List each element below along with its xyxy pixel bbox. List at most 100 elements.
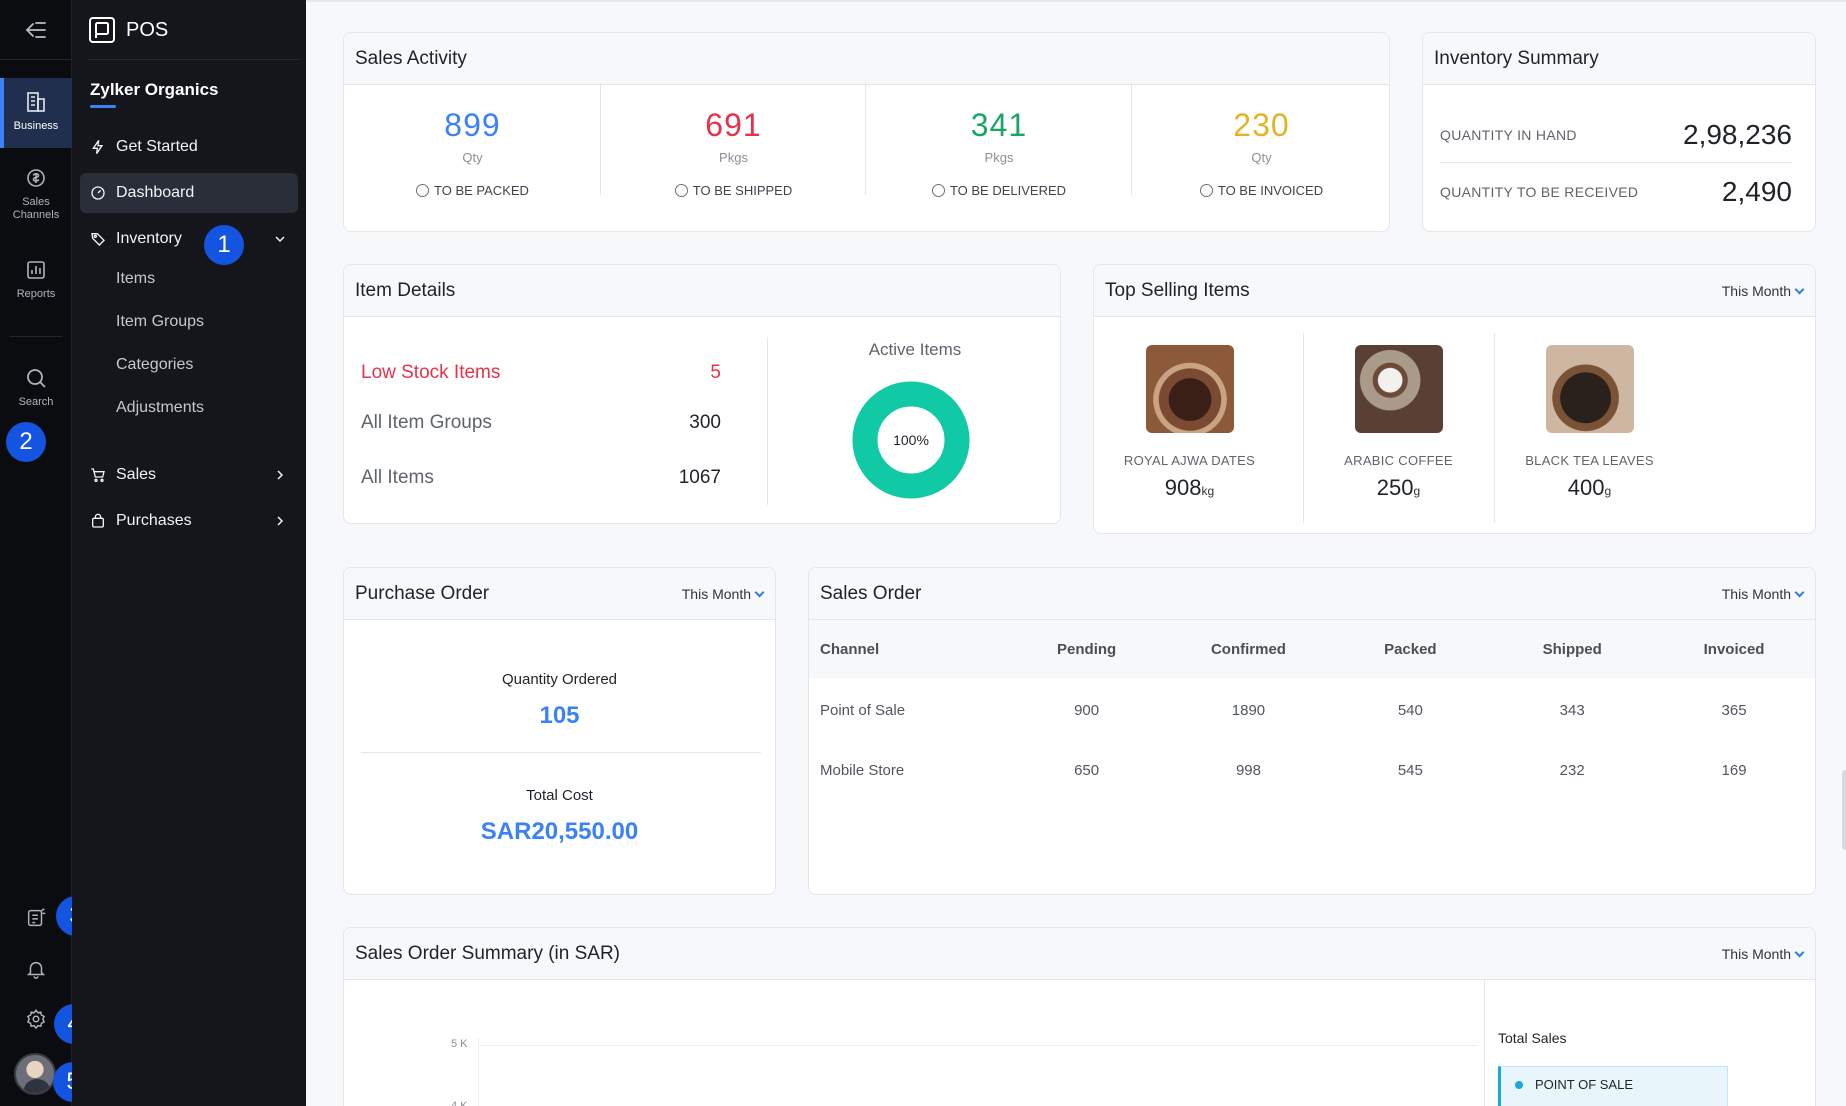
nav-inventory-label: Inventory: [116, 230, 182, 247]
y-tick-label: 4 K: [451, 1100, 468, 1106]
building-icon: [27, 92, 45, 112]
total-cost-value: SAR20,550.00: [480, 818, 639, 845]
low-stock-row[interactable]: Low Stock Items 5: [361, 362, 721, 384]
product-image-tea: [1545, 345, 1634, 433]
inv-label: QUANTITY IN HAND: [1440, 127, 1577, 143]
purchase-order-card: Purchase Order This Month Quantity Order…: [343, 567, 776, 895]
stat-unit: Qty: [462, 150, 483, 165]
stat-value: 341: [970, 107, 1028, 143]
period-dropdown[interactable]: This Month: [682, 586, 765, 602]
table-cell: Mobile Store: [820, 761, 905, 779]
nav-purchases[interactable]: Purchases: [80, 501, 298, 541]
top-item[interactable]: BLACK TEA LEAVES 400g: [1494, 317, 1685, 531]
stat-divider: [600, 83, 601, 195]
nav-items[interactable]: Items: [116, 270, 156, 287]
top-item-unit: g: [1413, 484, 1421, 498]
nav-get-started[interactable]: Get Started: [80, 127, 298, 167]
item-groups-row[interactable]: All Item Groups 300: [361, 412, 721, 434]
rail-sales-channels[interactable]: Sales Channels: [0, 166, 72, 226]
top-item-qty: 908: [1164, 475, 1202, 500]
top-item-qty: 400: [1567, 475, 1605, 500]
item-groups-label: All Item Groups: [361, 412, 492, 433]
stat-to-be-invoiced[interactable]: 230 Qty TO BE INVOICED: [1132, 85, 1389, 231]
whats-new-button[interactable]: [22, 904, 50, 932]
nav-adjustments[interactable]: Adjustments: [116, 399, 205, 416]
grid-line: [478, 1045, 1478, 1046]
item-details-divider: [767, 337, 768, 505]
column-header: Confirmed: [1210, 640, 1286, 658]
top-item-name: ARABIC COFFEE: [1344, 453, 1453, 468]
nav-categories[interactable]: Categories: [116, 356, 194, 373]
gear-icon: [26, 1009, 46, 1030]
legend-item-point-of-sale[interactable]: POINT OF SALE: [1498, 1066, 1728, 1106]
item-details-card: Item Details Low Stock Items 5 All Item …: [343, 264, 1061, 524]
stat-unit: Pkgs: [719, 150, 748, 165]
period-label: This Month: [1721, 946, 1791, 962]
active-items-donut[interactable]: 100%: [851, 380, 971, 500]
nav-dashboard[interactable]: Dashboard: [80, 173, 298, 213]
rail-search-label: Search: [18, 396, 54, 408]
inventory-tag-icon: [91, 233, 105, 246]
settings-button[interactable]: [22, 1005, 50, 1033]
quantity-to-be-received-row: QUANTITY TO BE RECEIVED 2,490: [1440, 164, 1792, 219]
top-item-qty-row: 400g: [1494, 475, 1685, 501]
chevron-right-icon: [277, 470, 284, 480]
chevron-down-icon: [1794, 587, 1805, 597]
nav-item-groups[interactable]: Item Groups: [116, 313, 205, 330]
chevron-down-icon: [1794, 284, 1805, 294]
stat-unit: Pkgs: [984, 150, 1014, 165]
period-label: This Month: [1721, 283, 1791, 299]
chevron-down-icon: [754, 587, 765, 597]
minus-circle-icon: [931, 184, 945, 197]
stat-to-be-delivered[interactable]: 341 Pkgs TO BE DELIVERED: [866, 85, 1132, 231]
table-row[interactable]: Mobile Store 650 998 545 232 169: [809, 740, 1815, 800]
rail-reports[interactable]: Reports: [0, 258, 72, 308]
organization-name[interactable]: Zylker Organics: [90, 80, 219, 99]
brand-divider: [88, 59, 300, 60]
table-cell: 343: [1559, 701, 1585, 719]
nav-inventory[interactable]: Inventory: [80, 219, 298, 259]
table-cell: 1890: [1231, 701, 1266, 719]
collapse-menu-button[interactable]: [0, 0, 72, 60]
user-avatar[interactable]: [14, 1053, 56, 1095]
low-stock-label: Low Stock Items: [361, 362, 501, 383]
all-items-row[interactable]: All Items 1067: [361, 467, 721, 489]
purchase-order-title: Purchase Order: [355, 582, 490, 604]
sales-order-header: Sales Order This Month: [809, 568, 1815, 620]
table-cell: 232: [1559, 761, 1585, 779]
nav-sales[interactable]: Sales: [80, 455, 298, 495]
stat-label-row: TO BE INVOICED: [1132, 183, 1389, 198]
rail-search[interactable]: Search: [0, 366, 72, 416]
top-selling-card: Top Selling Items This Month ROYAL AJWA …: [1093, 264, 1816, 534]
stat-value: 230: [1233, 107, 1290, 143]
table-cell: 998: [1235, 761, 1261, 779]
app-brand: POS: [88, 14, 168, 46]
column-header: Invoiced: [1703, 640, 1765, 658]
stat-to-be-packed[interactable]: 899 Qty TO BE PACKED: [344, 85, 601, 231]
sales-activity-title: Sales Activity: [344, 33, 1389, 85]
table-cell: 169: [1721, 761, 1747, 779]
top-item[interactable]: ROYAL AJWA DATES 908kg: [1094, 317, 1285, 531]
dashboard-main: Sales Activity 899 Qty TO BE PACKED 691 …: [306, 0, 1846, 1106]
table-cell: 900: [1074, 701, 1100, 719]
top-item-qty-row: 250g: [1303, 475, 1494, 501]
bolt-icon: [92, 139, 104, 155]
page-scrollbar[interactable]: [1842, 770, 1846, 850]
stat-divider: [1131, 83, 1132, 195]
item-groups-value: 300: [689, 412, 721, 433]
table-row[interactable]: Point of Sale 900 1890 540 343 365: [809, 680, 1815, 740]
product-image-dates: [1145, 345, 1234, 433]
notifications-button[interactable]: [22, 955, 50, 983]
top-item[interactable]: ARABIC COFFEE 250g: [1303, 317, 1494, 531]
period-dropdown[interactable]: This Month: [1722, 586, 1805, 602]
all-items-value: 1067: [678, 467, 721, 488]
product-image-coffee: [1354, 345, 1443, 433]
stat-unit: Qty: [1251, 150, 1272, 165]
top-item-unit: kg: [1201, 484, 1215, 498]
period-dropdown[interactable]: This Month: [1721, 283, 1805, 299]
rail-business[interactable]: Business: [0, 78, 72, 148]
stat-label-row: TO BE SHIPPED: [601, 183, 866, 198]
stat-to-be-shipped[interactable]: 691 Pkgs TO BE SHIPPED: [601, 85, 866, 231]
sales-summary-header: Sales Order Summary (in SAR) This Month: [344, 928, 1815, 980]
period-dropdown[interactable]: This Month: [1721, 946, 1805, 962]
